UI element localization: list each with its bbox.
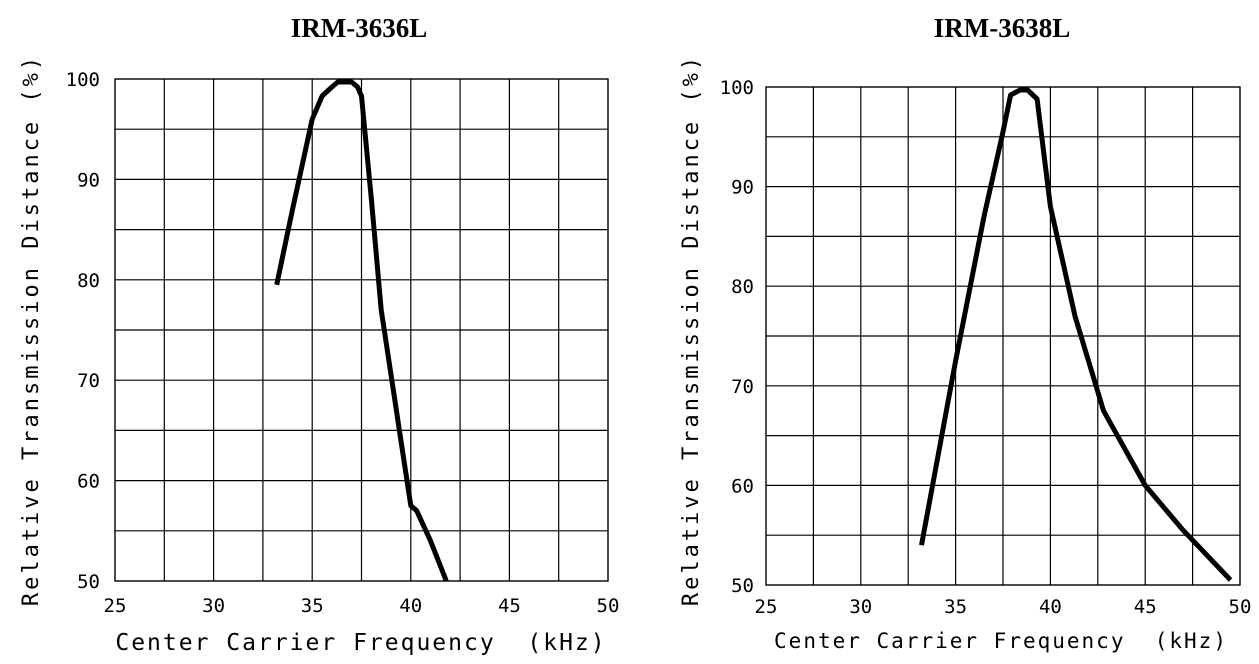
chart-title: IRM-3636L <box>291 13 428 43</box>
grid-lines <box>115 79 608 581</box>
x-tick-label: 40 <box>399 595 422 617</box>
x-tick-label: 25 <box>104 595 127 617</box>
x-axis-label: Center Carrier Frequency (kHz) <box>115 630 606 656</box>
chart-title: IRM-3638L <box>934 13 1071 43</box>
x-axis-label: Center Carrier Frequency (kHz) <box>774 629 1228 653</box>
y-tick-label: 60 <box>731 475 754 497</box>
series-line <box>919 87 1233 582</box>
y-tick-label: 90 <box>77 169 100 191</box>
x-tick-label: 45 <box>1134 596 1157 618</box>
x-tick-label: 30 <box>202 595 225 617</box>
plot-frame <box>114 78 609 582</box>
x-tick-label: 25 <box>755 596 778 618</box>
x-tick-label: 35 <box>301 595 324 617</box>
y-axis-label: Relative Transmission Distance (%) <box>679 54 704 606</box>
y-tick-label: 70 <box>77 370 100 392</box>
y-tick-label: 100 <box>720 77 754 99</box>
plot-frame <box>765 86 1241 586</box>
tick-labels: 25 30 35 40 45 50 50 60 70 80 90 100 <box>720 77 1252 618</box>
y-tick-label: 50 <box>731 575 754 597</box>
x-tick-label: 50 <box>1229 596 1252 618</box>
y-tick-label: 90 <box>731 177 754 199</box>
y-tick-label: 80 <box>77 270 100 292</box>
y-tick-label: 100 <box>66 69 100 91</box>
series-layer <box>274 79 449 582</box>
x-tick-label: 30 <box>849 596 872 618</box>
y-axis-label: Relative Transmission Distance (%) <box>19 54 44 606</box>
tick-labels: 25 30 35 40 45 50 50 60 70 80 90 100 <box>66 69 620 617</box>
y-tick-label: 70 <box>731 376 754 398</box>
y-tick-label: 60 <box>77 471 100 493</box>
chart-irm-3636l: IRM-3636L 25 30 35 40 45 50 50 60 70 80 90 100 Rela… <box>19 13 619 656</box>
x-tick-label: 50 <box>597 595 620 617</box>
x-tick-label: 35 <box>944 596 967 618</box>
series-line <box>274 79 449 582</box>
x-tick-label: 40 <box>1039 596 1062 618</box>
chart-irm-3638l: IRM-3638L 25 30 35 40 45 50 50 60 70 80 90 100 Rela… <box>679 13 1251 653</box>
x-tick-label: 45 <box>498 595 521 617</box>
series-layer <box>919 87 1233 582</box>
y-tick-label: 80 <box>731 276 754 298</box>
y-tick-label: 50 <box>77 571 100 593</box>
